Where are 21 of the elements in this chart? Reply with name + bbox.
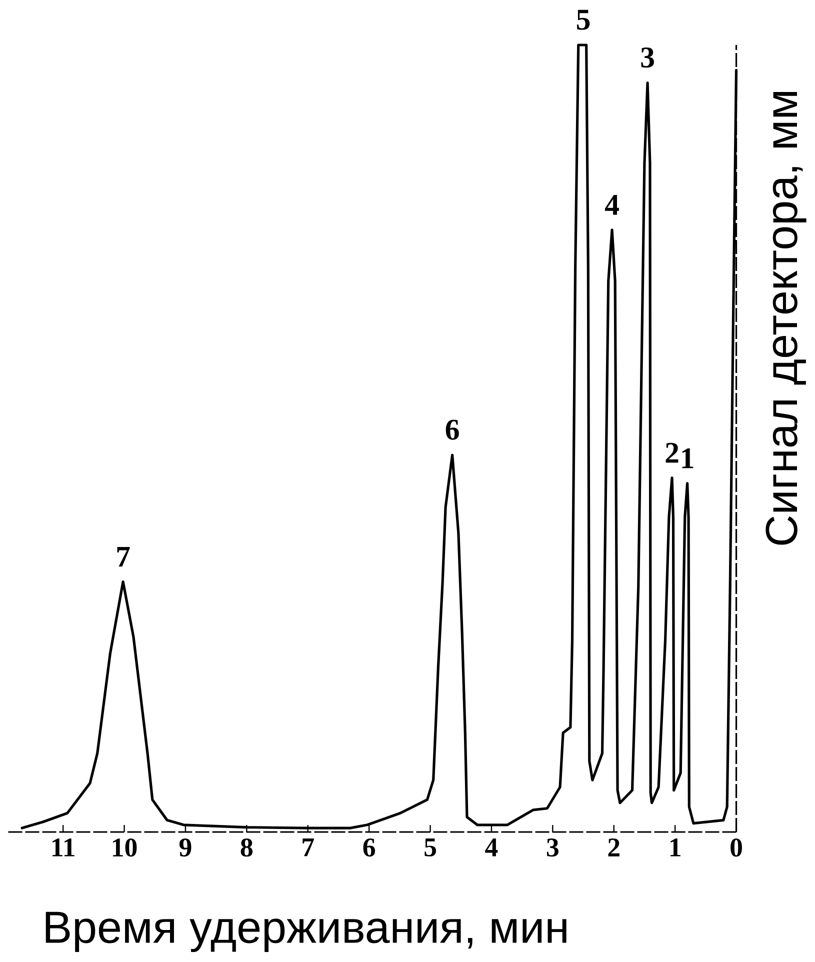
x-tick-label: 1 — [670, 838, 680, 856]
annotation: 2 — [666, 442, 678, 463]
x-tick-label: 4 — [485, 838, 498, 856]
annotation: 1 — [682, 448, 694, 468]
annotation: 7 — [117, 546, 130, 567]
x-tick-label: 0 — [730, 838, 742, 857]
x-tick-label: 3 — [546, 838, 558, 857]
x-tick-label: 6 — [363, 838, 376, 857]
x-tick-label: 10 — [112, 838, 137, 857]
annotation: 5 — [577, 10, 590, 30]
x-tick-label: 8 — [240, 838, 253, 857]
y-axis-title: Сигнал детектора, мм — [766, 92, 806, 545]
annotation: 6 — [446, 420, 459, 440]
x-tick-label: 9 — [179, 838, 192, 857]
annotation: 3 — [641, 47, 654, 68]
x-tick-label: 2 — [608, 838, 620, 856]
x-axis-title: Время удерживания, мин — [46, 912, 566, 952]
annotation: 4 — [604, 195, 619, 215]
x-tick-label: 5 — [424, 838, 436, 856]
x-tick-label: 11 — [52, 838, 74, 856]
x-tick-label: 7 — [302, 838, 314, 856]
